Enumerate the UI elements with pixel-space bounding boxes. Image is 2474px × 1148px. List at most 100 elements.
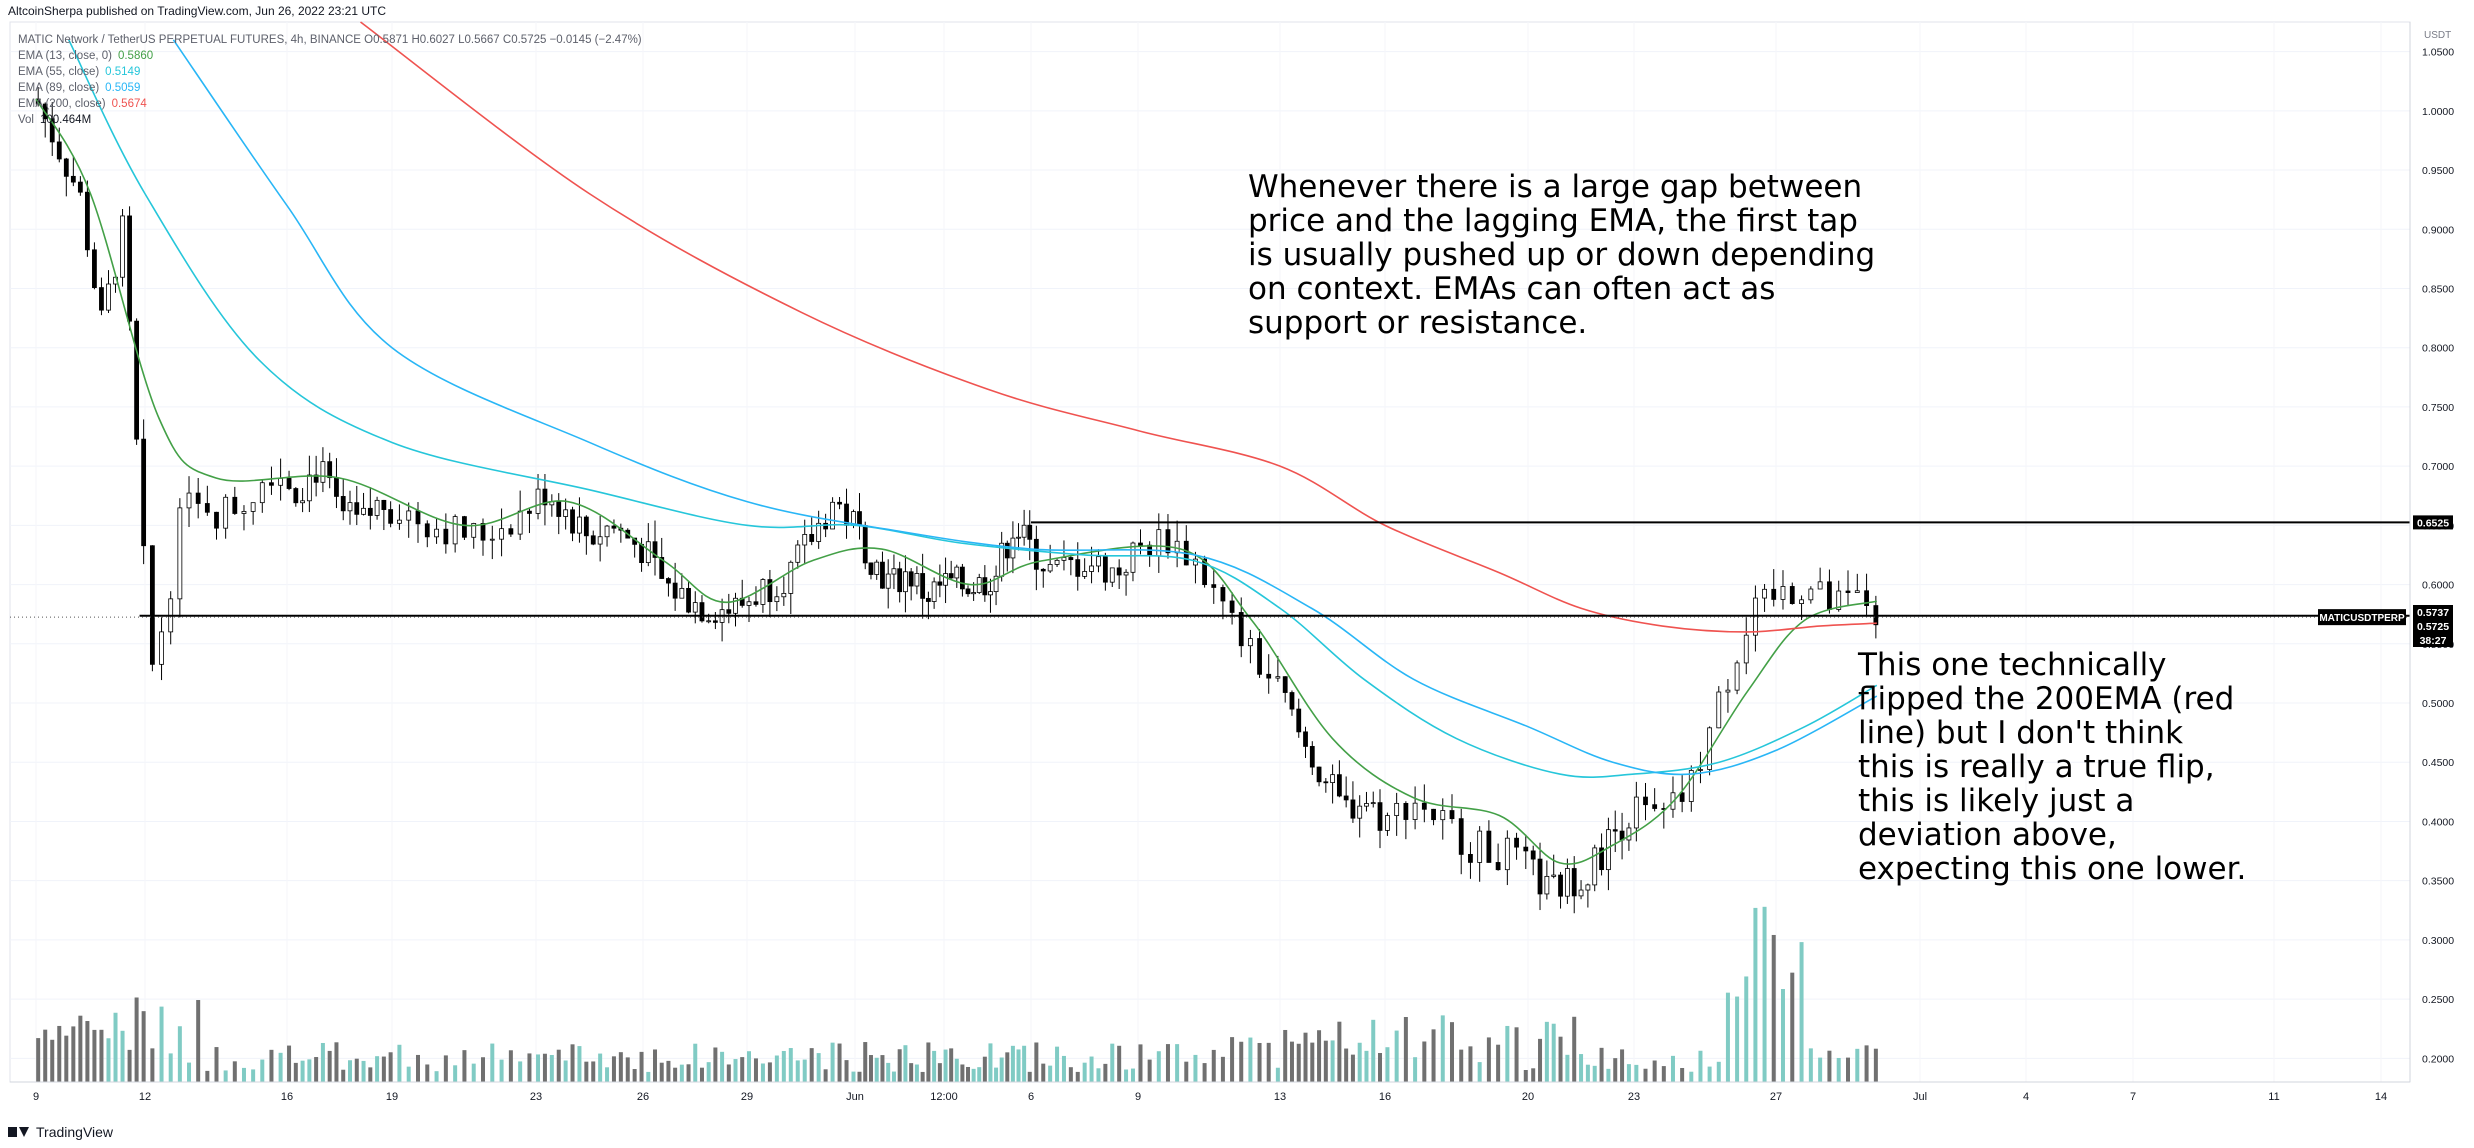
candle-body [1827,581,1832,610]
ema13-line[interactable] [35,98,1878,865]
candle-body [77,181,83,193]
volume-legend[interactable]: Vol 100.464M [18,114,91,126]
volume-bar [679,1064,684,1082]
volume-bar [740,1057,745,1082]
volume-bar [368,1067,373,1082]
candle-body [223,496,229,529]
volume-bar [1156,1051,1161,1082]
volume-bar [1558,1036,1563,1082]
volume-bar [977,1067,982,1082]
volume-bar [481,1057,486,1082]
volume-bar [863,1042,868,1082]
x-tick-label: 11 [2268,1091,2279,1103]
candle-body [1357,805,1363,819]
y-tick-label: 1.0000 [2422,106,2454,118]
candle-body [1504,837,1510,871]
volume-bar [1289,1041,1294,1082]
candle-body [424,523,430,538]
candle-body [577,516,582,534]
candle-body [816,522,822,542]
candle-body [367,507,373,516]
ema55-legend[interactable]: EMA (55, close) 0.5149 [18,66,140,78]
volume-bar [361,1060,366,1082]
volume-bar [1310,1042,1315,1082]
ema89-line[interactable] [172,39,1878,776]
volume-bar [1068,1067,1073,1082]
candle-body [1643,796,1648,806]
candle-body [452,516,458,545]
x-tick-label: 29 [741,1091,753,1103]
volume-bar [1790,972,1795,1082]
volume-bar [388,1052,393,1082]
footer-brand: TradingView [36,1124,114,1140]
volume-bar [837,1043,842,1082]
volume-bar [1799,942,1804,1082]
candle-body [556,501,562,517]
candle-body [1296,708,1302,733]
candle-body [313,474,319,483]
x-tick-label: 16 [281,1091,293,1103]
candle-body [1323,781,1329,784]
candle-body [1054,559,1060,565]
price-label-text: 0.5737 [2417,607,2449,619]
x-tick-label: 14 [2375,1091,2387,1103]
volume-bar [954,1058,959,1082]
volume-bar [891,1071,896,1082]
ema200-legend[interactable]: EMA (200, close) 0.5674 [18,98,147,110]
price-label-text: 0.5725 [2417,621,2449,633]
volume-bar [214,1047,219,1082]
volume-bar [518,1061,523,1082]
volume-bar [920,1071,925,1082]
ema13-legend[interactable]: EMA (13, close, 0) 0.5860 [18,50,153,62]
candle-body [1592,847,1598,886]
x-tick-label: 16 [1379,1091,1391,1103]
volume-bar [1110,1043,1115,1082]
tradingview-footer[interactable]: TradingView [8,1124,113,1140]
volume-bar [57,1025,62,1082]
volume-bar [1230,1037,1235,1082]
candle-body [70,175,76,183]
candle-body [652,541,658,558]
volume-bar [1124,1069,1129,1082]
x-tick-label: 20 [1522,1091,1534,1103]
volume-bar [1431,1029,1436,1082]
candle-body [1123,571,1129,576]
x-tick-label: 12 [139,1091,151,1103]
y-tick-label: 0.9000 [2422,224,2454,236]
volume-bar [1486,1037,1491,1082]
volume-bar [1266,1042,1271,1082]
candle-body [1585,884,1591,891]
volume-bar [706,1062,711,1082]
volume-bar [639,1051,644,1082]
candle-body [1021,524,1027,538]
ema200-label: EMA (200, close) [18,98,106,110]
candle-body [489,538,495,541]
volume-bar [1330,1040,1335,1082]
volume-bar [1096,1068,1101,1082]
candle-body [1109,567,1115,583]
ema89-legend[interactable]: EMA (89, close) 0.5059 [18,82,140,94]
volume-bar [127,1049,132,1082]
candle-body [1116,567,1122,576]
ema13-label: EMA (13, close, 0) [18,50,112,62]
ema55-line[interactable] [67,39,1878,778]
y-tick-label: 0.9500 [2422,165,2454,177]
ema13-value: 0.5860 [117,50,154,62]
volume-bar [653,1049,658,1082]
ema200-line[interactable] [360,21,1877,633]
publish-info: AltcoinSherpa published on TradingView.c… [8,4,387,18]
volume-bar [1496,1044,1501,1082]
volume-bar [1523,1070,1528,1082]
volume-bar [490,1043,495,1082]
candle-body [1394,802,1400,816]
candle-body [1275,676,1281,679]
volume-bar [241,1067,246,1082]
candle-body [781,592,787,598]
volume-bar [293,1062,298,1082]
volume-bar [746,1051,751,1082]
candle-body [903,571,908,593]
volume-bar [1538,1038,1543,1082]
candle-body [1626,827,1632,841]
candle-body [788,561,794,594]
